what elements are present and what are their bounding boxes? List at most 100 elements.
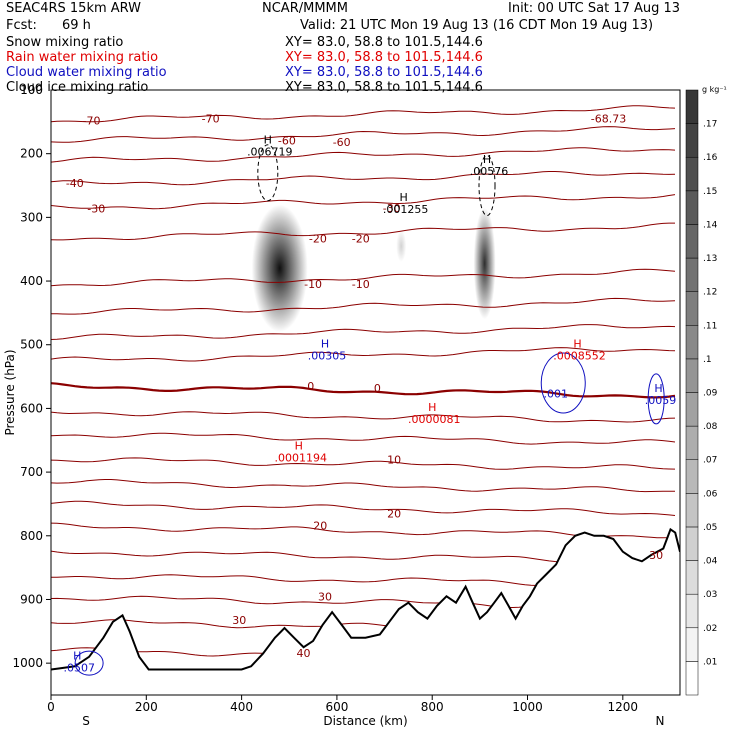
colorbar-swatch — [685, 627, 699, 662]
cloudwater-max-value: .00305 — [308, 349, 347, 362]
cloudwater-max-h: H — [73, 650, 81, 663]
isotherm — [51, 222, 675, 241]
colorbar-swatch — [685, 358, 699, 393]
terrain-line — [51, 527, 680, 671]
isotherm-label: -68.73 — [591, 113, 626, 126]
cloud-ice-contour — [257, 144, 279, 202]
colorbar-tick-label: .13 — [703, 254, 717, 264]
y-tick-label: 800 — [20, 529, 43, 543]
colorbar-swatch — [685, 560, 699, 595]
cloud-ice-contour — [478, 155, 496, 217]
colorbar-swatch — [685, 661, 699, 696]
plot-frame — [50, 89, 681, 696]
colorbar-swatch — [685, 425, 699, 460]
y-tick-label: 900 — [20, 592, 43, 606]
cloudwater-max-value: .0507 — [63, 662, 95, 675]
isotherm — [51, 126, 676, 143]
y-tick-label: 200 — [20, 147, 43, 161]
colorbar-swatch — [685, 123, 699, 158]
north-label: N — [656, 714, 665, 728]
isotherm-label: 0 — [374, 382, 381, 395]
y-tick-label: 700 — [20, 465, 43, 479]
x-tick-label: 1000 — [512, 700, 543, 714]
isotherm-label: 40 — [297, 647, 311, 660]
colorbar-swatch — [685, 156, 699, 192]
x-tick-label: 400 — [230, 700, 253, 714]
colorbar-tick-label: .17 — [703, 120, 717, 130]
isotherm — [51, 432, 676, 445]
isotherm-label: -30 — [383, 202, 401, 215]
colorbar-swatch — [685, 459, 699, 494]
x-tick-label: 200 — [135, 700, 158, 714]
isotherm — [51, 382, 676, 399]
snow-max-h: H — [399, 191, 407, 204]
x-tick-label: 0 — [47, 700, 55, 714]
colorbar-tick-label: .16 — [703, 153, 718, 163]
model-name: SEAC4RS 15km ARW — [6, 1, 142, 16]
snow-max-value: .00576 — [470, 165, 509, 178]
isotherm — [51, 479, 676, 493]
cloud-water-contour — [74, 650, 104, 676]
isotherm-label: -20 — [309, 232, 327, 245]
isotherm-label: -40 — [66, 177, 84, 190]
isotherm — [51, 411, 676, 423]
isotherm — [51, 171, 676, 186]
y-tick-label: 600 — [20, 401, 43, 415]
colorbar-tick-label: .09 — [703, 389, 718, 399]
center-name: NCAR/MMMM — [262, 1, 348, 16]
colorbar-tick-label: .15 — [703, 187, 717, 197]
snow-plume — [251, 204, 308, 332]
cloud-water-contour — [647, 373, 665, 425]
isotherm-label: -20 — [352, 232, 370, 245]
x-axis-title: Distance (km) — [323, 714, 407, 728]
y-axis-title: Pressure (hPa) — [3, 349, 17, 435]
colorbar-swatch — [685, 392, 699, 427]
field-snow-xy: XY= 83.0, 58.8 to 101.5,144.6 — [285, 35, 483, 50]
isotherm-label: 20 — [313, 520, 327, 533]
y-top-label: 100 — [20, 83, 43, 97]
cloudwater-max-value: .0059 — [645, 394, 677, 407]
isotherm-label: 30 — [232, 614, 246, 627]
colorbar-tick-label: .08 — [703, 422, 718, 432]
isotherm — [51, 297, 676, 315]
isotherm — [51, 268, 676, 287]
valid-time: Valid: 21 UTC Mon 19 Aug 13 (16 CDT Mon … — [300, 18, 654, 33]
rain-max-value: .0001194 — [275, 451, 328, 464]
colorbar-swatch — [685, 257, 699, 292]
isotherm — [51, 147, 676, 163]
y-tick-label: 300 — [20, 210, 43, 224]
snow-max-h: H — [264, 134, 272, 147]
snow-max-value: .001255 — [383, 203, 429, 216]
colorbar-tick-label: .02 — [703, 624, 717, 634]
colorbar-tick-label: .12 — [703, 288, 717, 298]
isotherm-label: -30 — [87, 202, 105, 215]
y-tick-label: 400 — [20, 274, 43, 288]
forecast-label: Fcst: — [6, 18, 37, 33]
rain-max-h: H — [428, 401, 436, 414]
colorbar-tick-label: .05 — [703, 523, 717, 533]
isotherm — [51, 194, 676, 210]
x-tick-label: 800 — [421, 700, 444, 714]
field-rain-label: Rain water mixing ratio — [6, 50, 159, 65]
terrain-fill — [51, 529, 680, 695]
south-label: S — [82, 714, 90, 728]
field-snow-label: Snow mixing ratio — [6, 35, 124, 50]
rain-max-value: .0008552 — [553, 349, 606, 362]
colorbar-swatch — [685, 526, 699, 561]
isotherm-label: -10 — [352, 278, 370, 291]
isotherm — [51, 347, 676, 362]
isotherm — [51, 105, 676, 123]
field-cloudice-xy: XY= 83.0, 58.8 to 101.5,144.6 — [285, 80, 483, 95]
colorbar-tick-label: .01 — [703, 657, 717, 667]
colorbar-tick-label: .04 — [703, 557, 718, 567]
field-cloudwater-label: Cloud water mixing ratio — [6, 65, 167, 80]
x-tick-label: 600 — [325, 700, 348, 714]
rain-max-h: H — [573, 337, 581, 350]
colorbar-swatch — [685, 89, 699, 124]
snow-plume — [473, 207, 496, 320]
colorbar-tick-label: .14 — [703, 220, 718, 230]
snow-max-value: .006719 — [247, 146, 293, 159]
cloudwater-max-value: .001 — [543, 388, 568, 401]
colorbar-tick-label: .07 — [703, 456, 717, 466]
isotherm-label: 30 — [649, 549, 663, 562]
